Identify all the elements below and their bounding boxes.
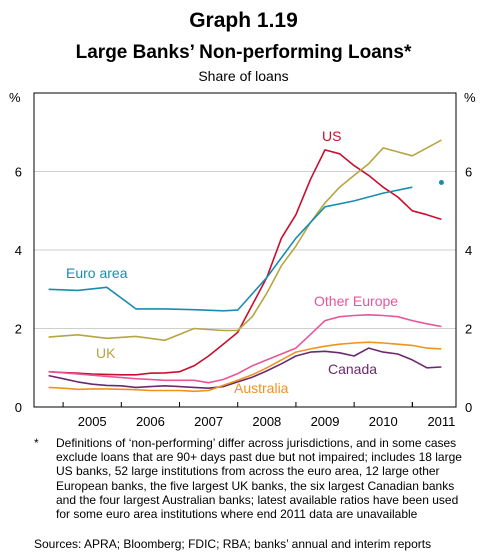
y-axis-unit-left: % <box>9 90 21 105</box>
x-tick-label-2010: 2010 <box>369 414 398 429</box>
series-label-us: US <box>322 128 341 144</box>
footnote-marker: * <box>34 436 39 450</box>
footnote-text: Definitions of ‘non-performing’ differ a… <box>56 436 462 522</box>
x-tick-label-2005: 2005 <box>78 414 107 429</box>
x-tick-label-2009: 2009 <box>311 414 340 429</box>
y-tick-label-right-4: 4 <box>465 243 472 258</box>
y-tick-label-left-2: 2 <box>15 322 22 337</box>
series-label-uk: UK <box>96 345 116 361</box>
series-label-canada: Canada <box>328 361 377 377</box>
chart-subtitle: Share of loans <box>198 68 289 84</box>
graph-number: Graph 1.19 <box>189 9 298 32</box>
y-tick-label-right-6: 6 <box>465 165 472 180</box>
series-label-euro-area: Euro area <box>66 265 128 281</box>
x-tick-label-2006: 2006 <box>136 414 165 429</box>
y-tick-label-left-6: 6 <box>15 165 22 180</box>
sources-note: Sources: APRA; Bloomberg; FDIC; RBA; ban… <box>34 537 432 551</box>
y-tick-label-right-2: 2 <box>465 322 472 337</box>
series-line-euro-area <box>48 186 413 312</box>
series-point-unnamed-3 <box>438 179 444 185</box>
series-line-canada <box>48 347 442 389</box>
series-line-australia <box>48 341 442 393</box>
x-tick-label-2007: 2007 <box>194 414 223 429</box>
y-tick-label-left-4: 4 <box>15 243 22 258</box>
series-line-unnamed-1 <box>237 139 442 332</box>
line-chart: 2005 2006 2007 2008 2009 2010 2011 0 0 2 2 4 4 6 6% % US… <box>9 90 476 429</box>
chart-title: Large Banks’ Non-performing Loans* <box>75 42 412 63</box>
x-tick-label-2008: 2008 <box>252 414 281 429</box>
series-label-australia: Australia <box>234 380 289 396</box>
y-tick-label-right-0: 0 <box>465 400 472 415</box>
series-line-uk <box>48 327 238 342</box>
series-label-other-europe: Other Europe <box>314 293 398 309</box>
series-line-other-europe <box>48 314 442 384</box>
x-tick-label-2011: 2011 <box>427 414 455 429</box>
plot-frame <box>33 92 457 408</box>
y-tick-label-left-0: 0 <box>15 400 22 415</box>
series-line-us <box>48 149 442 376</box>
y-axis-unit-right: % <box>464 90 476 105</box>
